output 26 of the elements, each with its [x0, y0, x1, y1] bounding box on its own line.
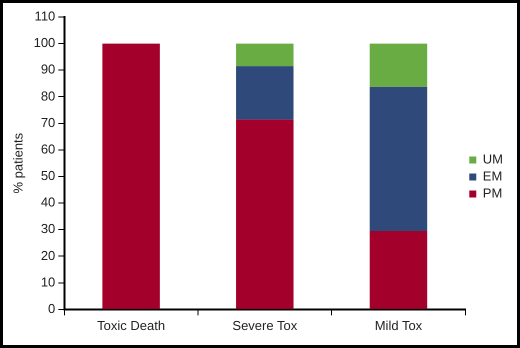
legend-label: UM: [482, 152, 503, 167]
bar: [370, 86, 428, 231]
y-tick-label: 80: [40, 88, 56, 104]
bar: [236, 44, 294, 66]
y-tick-label: 70: [40, 114, 56, 130]
y-tick-label: 0: [48, 300, 56, 316]
legend-label: EM: [482, 168, 502, 184]
bar: [102, 44, 160, 309]
bar: [236, 120, 294, 309]
y-tick-label: 50: [40, 168, 56, 184]
x-tick-label: Toxic Death: [97, 318, 166, 333]
y-tick-label: 60: [40, 141, 56, 156]
bar: [370, 230, 428, 309]
y-tick-label: 40: [40, 194, 56, 210]
bar: [236, 66, 294, 120]
y-tick-label: 100: [34, 35, 56, 50]
bar: [370, 44, 428, 87]
y-tick-label: 20: [40, 248, 56, 263]
y-axis-title: % patients: [10, 132, 26, 194]
y-tick-label: 110: [34, 8, 56, 24]
x-tick-label: Mild Tox: [374, 318, 423, 333]
x-tick-label: Severe Tox: [232, 318, 298, 333]
y-tick-label: 10: [40, 274, 56, 290]
y-tick-label: 90: [40, 62, 56, 77]
y-tick-label: 30: [40, 221, 56, 236]
legend-label: PM: [482, 186, 502, 201]
